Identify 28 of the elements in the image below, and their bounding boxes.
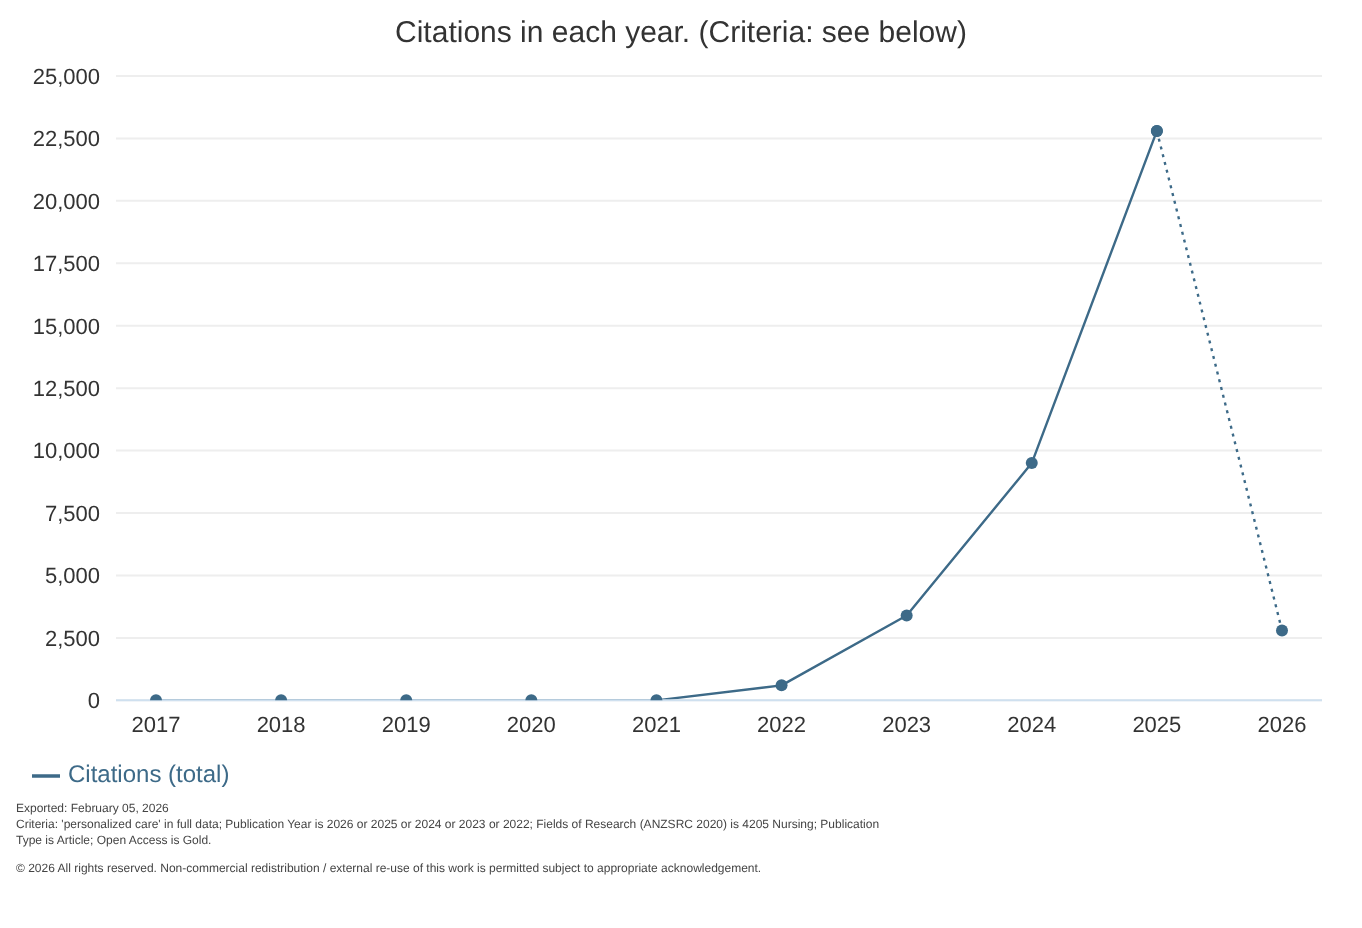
point: [775, 679, 788, 692]
y-tick-label: 5,000: [44, 565, 100, 590]
x-tick-label: 2025: [1132, 713, 1182, 738]
y-tick-label: 20,000: [32, 190, 100, 215]
y-tick-label: 22,500: [32, 128, 100, 153]
y-tick-label: 7,500: [44, 502, 100, 527]
point: [900, 609, 913, 622]
x-tick-label: 2018: [256, 713, 306, 738]
point: [1025, 457, 1038, 470]
y-tick-label: 17,500: [32, 253, 100, 278]
x-tick-label: 2020: [506, 713, 556, 738]
y-tick-label: 2,500: [44, 627, 100, 652]
point: [1150, 124, 1163, 137]
y-tick-label: 10,000: [32, 440, 100, 465]
y-tick-label: 12,500: [32, 377, 100, 402]
y-tick-label: 25,000: [32, 65, 100, 90]
x-tick-label: 2019: [381, 713, 431, 738]
x-tick-label: 2023: [882, 713, 932, 738]
point: [1276, 624, 1288, 637]
x-tick-label: 2022: [757, 713, 807, 738]
chart-title: Citations in each year. (Criteria: see below): [393, 16, 969, 54]
x-tick-label: 2021: [631, 713, 681, 738]
legend-label: Citations (total): [68, 760, 230, 789]
x-tick-label: 2017: [131, 713, 181, 738]
x-tick-label: 2026: [1257, 713, 1307, 738]
x-tick-label: 2024: [1007, 713, 1057, 738]
y-tick-label: 0: [87, 690, 100, 715]
y-tick-label: 15,000: [32, 315, 100, 340]
